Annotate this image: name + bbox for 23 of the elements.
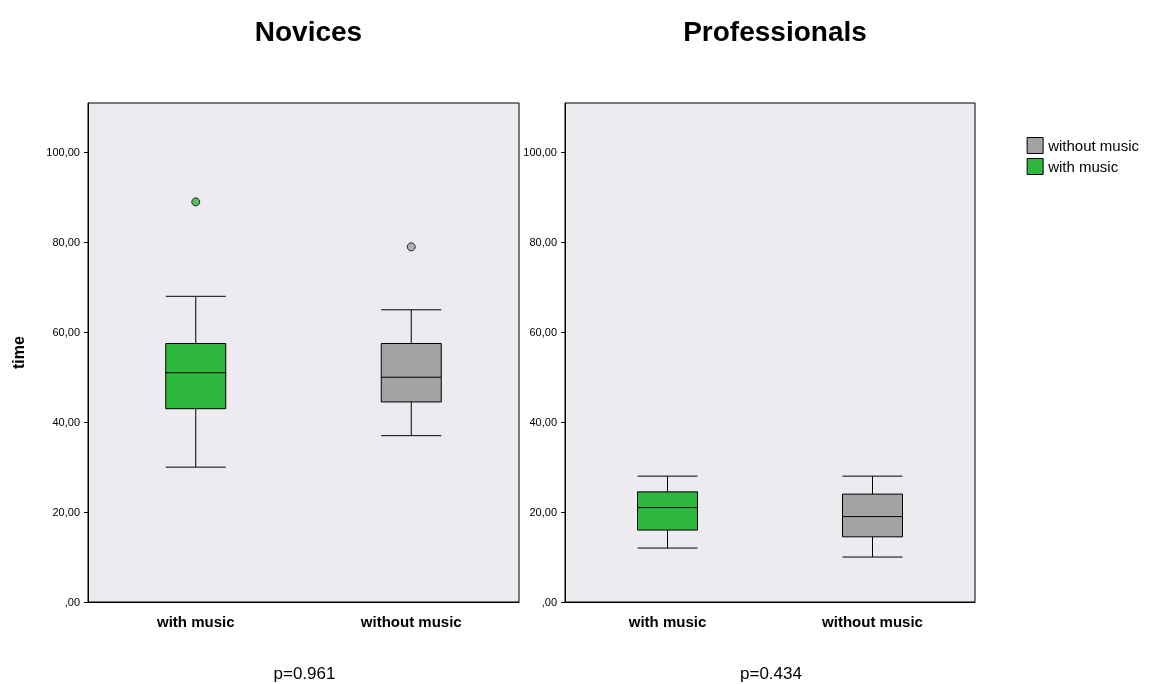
y-tick-label: 20,00: [52, 506, 80, 519]
y-axis-title: time: [9, 335, 27, 369]
y-tick-label: ,00: [64, 596, 80, 608]
y-tick-label: 60,00: [529, 326, 557, 339]
chart-title: Novices: [254, 15, 363, 47]
y-tick-label: 40,00: [529, 416, 557, 429]
x-tick-label: with music: [627, 613, 707, 630]
y-tick-label: 60,00: [52, 326, 80, 339]
legend-label: without music: [1047, 137, 1140, 154]
chart-title: Professionals: [683, 15, 867, 47]
text: p=0.434: [740, 664, 802, 683]
y-tick-label: 100,00: [523, 146, 557, 159]
y-tick-label: 100,00: [46, 146, 80, 159]
text: p=0.961: [273, 664, 336, 683]
y-tick-label: ,00: [541, 596, 557, 608]
y-tick-label: 80,00: [529, 236, 557, 249]
y-tick-label: 80,00: [52, 236, 80, 249]
x-tick-label: without music: [821, 613, 923, 630]
y-tick-label: 20,00: [529, 506, 557, 519]
x-tick-label: with music: [155, 613, 235, 630]
x-tick-label: without music: [359, 613, 462, 630]
y-tick-label: 40,00: [52, 416, 80, 429]
legend-label: with music: [1047, 158, 1119, 175]
